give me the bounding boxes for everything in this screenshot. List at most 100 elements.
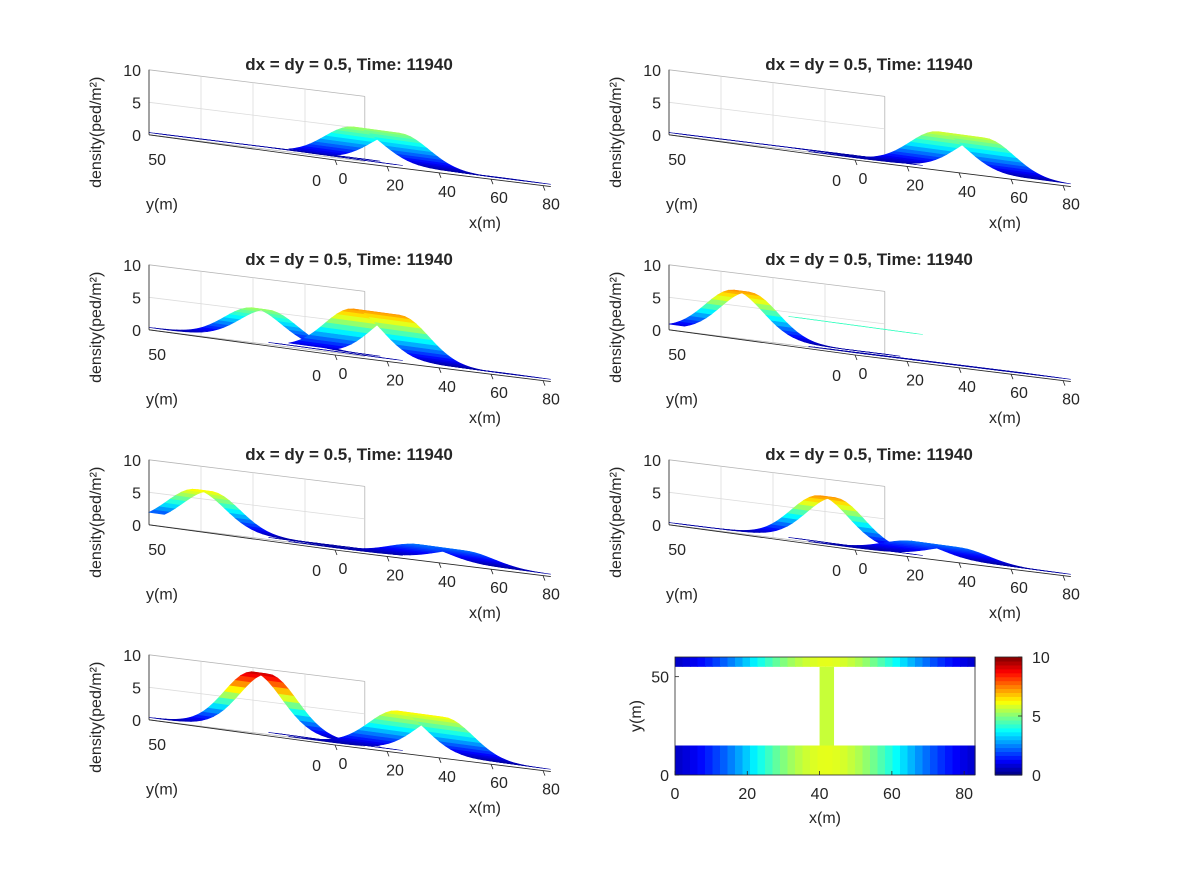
x-tick-label: 0	[339, 366, 348, 383]
x-tick-label: 40	[958, 184, 976, 201]
colorbar-tick-label: 0	[1032, 768, 1041, 785]
x-tick	[490, 179, 494, 185]
y-axis-label: y(m)	[146, 586, 178, 603]
x-tick-label: 20	[906, 177, 924, 194]
surface-cell	[1018, 567, 1071, 575]
y-tick-label: 50	[148, 152, 166, 169]
x-tick-label: 40	[438, 184, 456, 201]
y-tick-label: 0	[832, 563, 841, 580]
x-tick-label: 80	[1062, 392, 1080, 409]
colorbar-cell	[995, 657, 1022, 662]
y-tick-label: 0	[832, 173, 841, 190]
surface-upper-corridor	[668, 495, 901, 549]
heatmap-cell	[757, 745, 766, 775]
heatmap-cell	[847, 745, 856, 775]
x-tick	[386, 556, 390, 562]
surface-upper-corridor	[148, 488, 381, 552]
heatmap-cell	[907, 745, 916, 775]
heatmap-cell	[780, 657, 789, 667]
z-tick-label: 0	[652, 323, 661, 340]
heatmap-cell	[727, 745, 736, 775]
y-axis-label: y(m)	[666, 586, 698, 603]
x-tick-label: 0	[859, 366, 868, 383]
x-axis-line	[334, 549, 551, 577]
heatmap-cell	[885, 745, 894, 775]
heatmap-cell	[675, 657, 684, 667]
colorbar-cell	[995, 751, 1022, 756]
surface-panel-5: 0 20 40 60 80 0 50 0 5 10 x(m) y(m) density(ped/m²) d…	[88, 445, 560, 622]
heatmap-cell	[862, 657, 871, 667]
x-axis-line	[334, 744, 551, 772]
x-tick	[1010, 179, 1014, 185]
surface-link-corridor	[788, 316, 923, 335]
surface-upper-corridor	[668, 289, 901, 357]
surface-link-corridor	[268, 147, 403, 166]
heatmap-cell	[915, 657, 924, 667]
axis-box-edge	[668, 459, 885, 487]
z-tick-label: 0	[652, 518, 661, 535]
heatmap-cell	[802, 657, 811, 667]
y-tick-label: 50	[148, 542, 166, 559]
x-axis-label: x(m)	[989, 605, 1021, 622]
x-tick-label: 0	[671, 786, 680, 803]
axis-box-edge	[668, 69, 885, 97]
y-axis-line	[668, 329, 856, 356]
z-tick-label: 10	[123, 258, 141, 275]
x-tick-label: 0	[339, 561, 348, 578]
heatmap-cell	[787, 657, 796, 667]
colorbar-cell	[995, 712, 1022, 717]
z-axis-label: density(ped/m²)	[88, 662, 105, 773]
surface-panel-1: 0 20 40 60 80 0 50 0 5 10 x(m) y(m) density(ped/m²) d…	[88, 55, 560, 232]
heatmap-cell	[810, 745, 819, 775]
surface-panel-3: 0 20 40 60 80 0 50 0 5 10 x(m) y(m) density(ped/m²) d…	[88, 250, 560, 427]
z-axis-label: density(ped/m²)	[608, 272, 625, 383]
colorbar-cell	[995, 763, 1022, 768]
x-tick-label: 0	[859, 561, 868, 578]
x-tick	[906, 166, 910, 172]
heatmap-cell	[697, 657, 706, 667]
z-tick-label: 10	[123, 63, 141, 80]
x-tick	[854, 159, 858, 166]
heatmap-cell	[900, 657, 909, 667]
y-axis-line	[148, 719, 336, 746]
colorbar-cell	[995, 723, 1022, 729]
z-tick-label: 10	[643, 258, 661, 275]
z-tick-label: 5	[132, 680, 141, 697]
y-tick-label: 0	[312, 758, 321, 775]
colorbar-cell	[995, 672, 1022, 678]
heatmap-cell	[757, 657, 766, 667]
x-tick-label: 60	[490, 190, 508, 207]
y-tick-label: 0	[312, 173, 321, 190]
z-axis-label: density(ped/m²)	[88, 467, 105, 578]
y-axis-label: y(m)	[628, 700, 645, 732]
heatmap-cell	[765, 745, 774, 775]
x-tick	[438, 562, 442, 568]
colorbar-cell	[995, 755, 1022, 760]
heatmap-cell	[750, 745, 759, 775]
surface-lower-corridor	[808, 131, 1071, 185]
heatmap-cell	[930, 657, 939, 667]
heatmap-cell	[930, 745, 939, 775]
colorbar-tick-label: 5	[1032, 709, 1041, 726]
heatmap-cell	[735, 657, 744, 667]
x-tick-label: 60	[490, 580, 508, 597]
x-tick-label: 20	[738, 786, 756, 803]
grid-line	[668, 101, 885, 130]
x-tick	[438, 757, 442, 763]
surface-cell	[498, 372, 551, 380]
heatmap-cell	[877, 745, 886, 775]
x-tick	[334, 549, 338, 556]
panel-title: dx = dy = 0.5, Time: 11940	[765, 445, 973, 464]
x-tick-label: 80	[542, 587, 560, 604]
panel-title: dx = dy = 0.5, Time: 11940	[765, 55, 973, 74]
x-tick-label: 60	[1010, 385, 1028, 402]
surface-cell	[268, 342, 286, 345]
heatmap-cell	[892, 657, 901, 667]
colorbar-cell	[995, 735, 1022, 741]
colorbar-cell	[995, 767, 1022, 772]
surface-lower-corridor	[808, 540, 1071, 575]
heatmap-cell	[937, 657, 946, 667]
heatmap-cell	[697, 745, 706, 775]
surface-lower-corridor	[288, 710, 551, 770]
z-axis-label: density(ped/m²)	[88, 272, 105, 383]
